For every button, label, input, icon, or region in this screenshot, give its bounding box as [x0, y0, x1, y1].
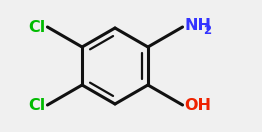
Text: Cl: Cl	[28, 98, 45, 112]
Text: Cl: Cl	[28, 20, 45, 34]
Text: NH: NH	[184, 18, 211, 34]
Text: OH: OH	[184, 98, 211, 112]
Text: 2: 2	[204, 25, 212, 37]
